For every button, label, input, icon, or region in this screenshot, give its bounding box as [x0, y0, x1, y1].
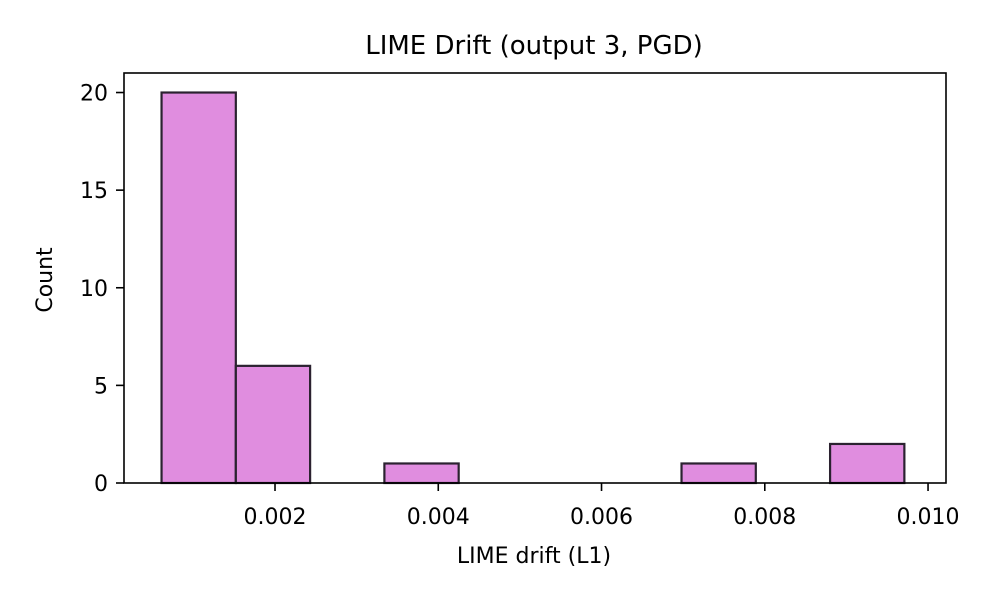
bars-group: [160, 91, 906, 485]
histogram-bar: [234, 364, 312, 485]
y-axis-label: Count: [33, 247, 58, 313]
y-tick-label: 20: [80, 82, 108, 107]
y-axis-ticks: 0 5 10 15 20: [80, 82, 124, 497]
histogram-bar: [383, 462, 460, 485]
histogram-bar: [160, 91, 237, 485]
x-axis-label: LIME drift (L1): [457, 544, 611, 569]
x-tick-label: 0.002: [244, 505, 307, 530]
x-axis-ticks: 0.002 0.004 0.006 0.008 0.010: [244, 483, 960, 530]
y-tick-label: 5: [94, 374, 108, 399]
x-tick-label: 0.008: [733, 505, 796, 530]
x-tick-label: 0.010: [897, 505, 960, 530]
histogram-bar: [680, 462, 757, 485]
x-tick-label: 0.004: [407, 505, 470, 530]
chart-title: LIME Drift (output 3, PGD): [365, 31, 703, 61]
y-tick-label: 15: [80, 179, 108, 204]
x-tick-label: 0.006: [570, 505, 633, 530]
y-tick-label: 0: [94, 472, 108, 497]
y-tick-label: 10: [80, 277, 108, 302]
histogram-bar: [828, 442, 906, 485]
plot-frame: [123, 72, 947, 484]
